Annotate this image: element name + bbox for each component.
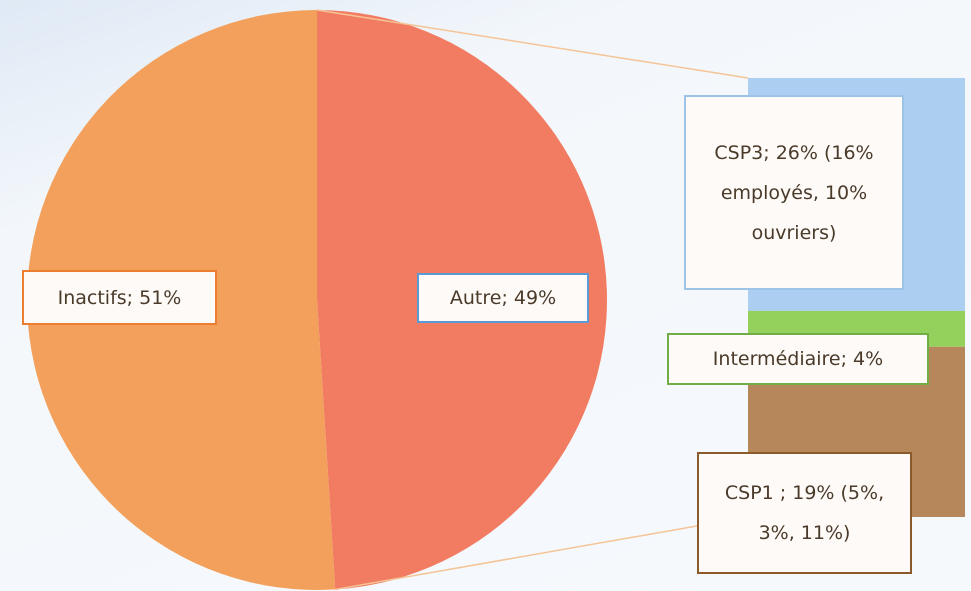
connector — [335, 516, 749, 591]
breakdown-label: CSP1 ; 19% (5%, 3%, 11%) — [697, 452, 912, 574]
slice-label: Inactifs; 51% — [22, 270, 217, 325]
slice-label: Autre; 49% — [417, 273, 589, 323]
connector — [316, 9, 749, 79]
breakdown-label: Intermédiaire; 4% — [667, 333, 929, 385]
breakdown-label: CSP3; 26% (16% employés, 10% ouvriers) — [684, 95, 904, 290]
